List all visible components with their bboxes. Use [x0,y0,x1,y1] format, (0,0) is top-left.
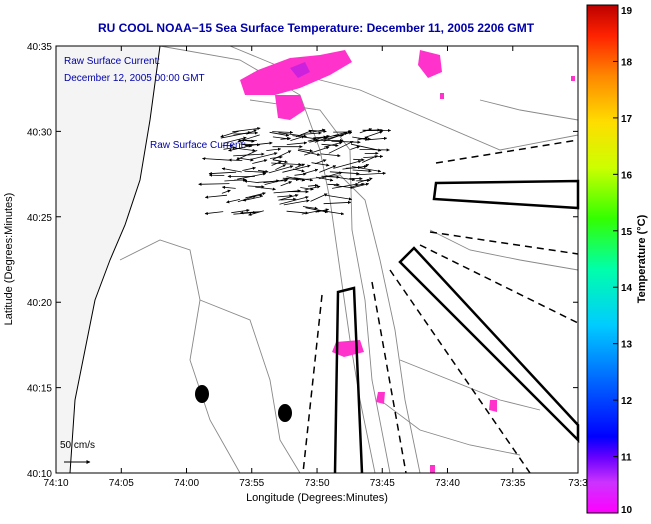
current-vector-arrow [328,184,340,185]
station-marker [278,404,292,422]
colorbar-label: Temperature (°C) [636,214,648,303]
x-tick-label: 73:3 [568,478,588,489]
colorbar-tick-label: 11 [621,453,632,464]
station-marker [195,385,209,403]
x-axis-label: Longitude (Degrees:Minutes) [246,492,388,504]
sst-patch [440,93,444,99]
x-tick-label: 73:55 [239,478,264,489]
y-tick-label: 40:30 [27,127,52,138]
sst-patch [489,400,497,412]
current-vector-arrow [209,175,224,176]
colorbar-tick-label: 10 [621,505,633,516]
sst-patch [571,76,575,81]
x-tick-label: 74:05 [109,478,134,489]
colorbar-tick-label: 16 [621,170,633,181]
x-tick-label: 73:40 [435,478,460,489]
figure-title: RU COOL NOAA−15 Sea Surface Temperature:… [98,21,535,35]
y-tick-label: 40:25 [27,213,52,224]
x-tick-label: 73:45 [370,478,395,489]
colorbar-tick-label: 14 [621,283,633,294]
x-tick-label: 73:50 [305,478,330,489]
x-tick-label: 74:00 [174,478,199,489]
y-tick-label: 40:10 [27,469,52,480]
scale-label: 50 cm/s [60,440,95,451]
overlay-current-label-2: Raw Surface Current: [150,140,246,151]
colorbar-tick-label: 12 [621,396,633,407]
colorbar-tick-label: 17 [621,114,633,125]
colorbar-tick-label: 13 [621,340,633,351]
overlay-current-date: December 12, 2005 00:00 GMT [64,73,205,84]
colorbar-tick-label: 19 [621,6,633,17]
colorbar [587,5,618,513]
sst-patch [430,465,435,473]
y-tick-label: 40:15 [27,384,52,395]
colorbar-tick-label: 18 [621,57,633,68]
overlay-current-label: Raw Surface Current: [64,56,160,67]
x-tick-label: 73:35 [500,478,525,489]
y-tick-label: 40:35 [27,42,52,53]
y-axis-label: Latitude (Degrees:Minutes) [3,193,15,326]
colorbar-tick-label: 15 [621,227,633,238]
y-tick-label: 40:20 [27,298,52,309]
